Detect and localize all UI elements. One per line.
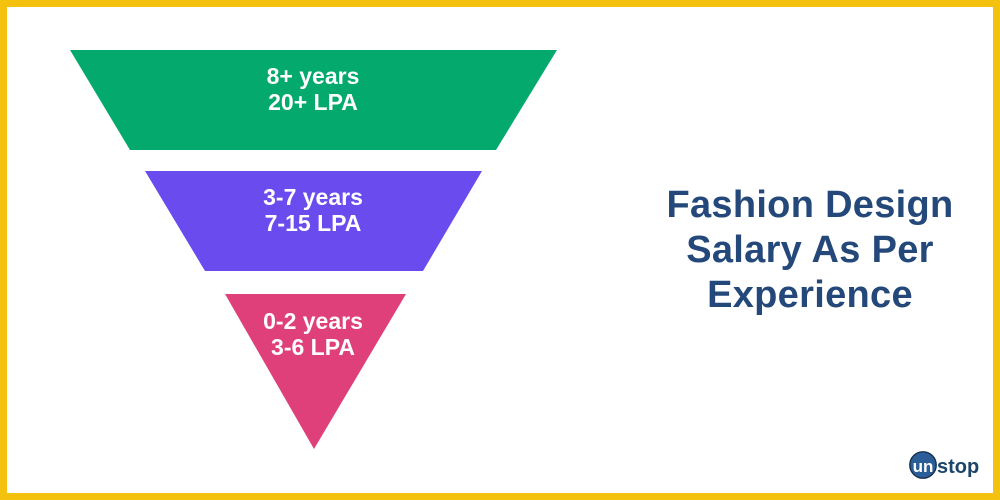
svg-text:3-6 LPA: 3-6 LPA <box>271 334 355 360</box>
svg-text:un: un <box>913 457 934 476</box>
svg-text:0-2 years: 0-2 years <box>263 308 363 334</box>
svg-text:8+ years: 8+ years <box>267 63 360 89</box>
svg-text:stop: stop <box>937 456 979 478</box>
svg-text:3-7 years: 3-7 years <box>263 184 363 210</box>
svg-text:7-15 LPA: 7-15 LPA <box>265 210 362 236</box>
svg-text:20+ LPA: 20+ LPA <box>268 89 358 115</box>
